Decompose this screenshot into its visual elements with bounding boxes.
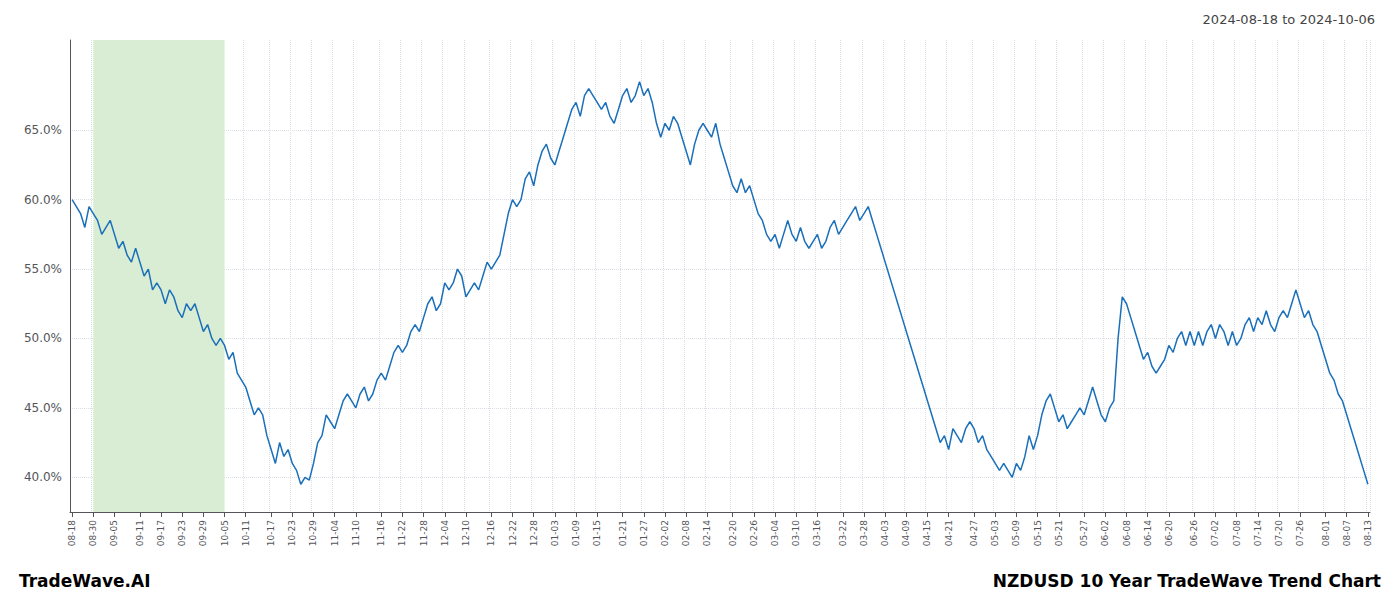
svg-text:07-26: 07-26	[1295, 520, 1305, 546]
svg-text:12-16: 12-16	[486, 520, 496, 546]
svg-text:03-22: 03-22	[838, 520, 848, 546]
svg-text:65.0%: 65.0%	[24, 123, 62, 137]
svg-text:07-02: 07-02	[1210, 520, 1220, 546]
svg-text:04-03: 04-03	[880, 520, 890, 546]
svg-text:04-21: 04-21	[944, 520, 954, 546]
svg-text:04-27: 04-27	[969, 520, 979, 546]
svg-text:11-04: 11-04	[330, 520, 340, 546]
svg-text:40.0%: 40.0%	[24, 470, 62, 484]
svg-text:03-04: 03-04	[770, 520, 780, 546]
svg-text:03-28: 03-28	[859, 520, 869, 546]
svg-text:06-14: 06-14	[1143, 520, 1153, 546]
svg-text:06-26: 06-26	[1189, 520, 1199, 546]
svg-text:11-16: 11-16	[376, 520, 386, 546]
svg-text:02-26: 02-26	[749, 520, 759, 546]
svg-text:01-27: 01-27	[639, 520, 649, 546]
svg-text:08-18: 08-18	[67, 520, 77, 546]
svg-text:NZDUSD 10 Year TradeWave Trend: NZDUSD 10 Year TradeWave Trend Chart	[993, 571, 1381, 591]
svg-text:02-14: 02-14	[702, 520, 712, 546]
svg-text:45.0%: 45.0%	[24, 401, 62, 415]
svg-text:06-08: 06-08	[1122, 520, 1132, 546]
svg-text:09-05: 09-05	[109, 520, 119, 546]
svg-text:06-02: 06-02	[1100, 520, 1110, 546]
svg-text:10-17: 10-17	[266, 520, 276, 546]
svg-text:01-03: 01-03	[550, 520, 560, 546]
svg-text:09-23: 09-23	[177, 520, 187, 546]
svg-text:09-11: 09-11	[135, 520, 145, 546]
svg-text:11-22: 11-22	[397, 520, 407, 546]
svg-text:10-23: 10-23	[287, 520, 297, 546]
svg-text:04-15: 04-15	[922, 520, 932, 546]
svg-text:08-30: 08-30	[88, 520, 98, 546]
svg-text:08-13: 08-13	[1363, 520, 1373, 546]
svg-text:2024-08-18 to 2024-10-06: 2024-08-18 to 2024-10-06	[1203, 12, 1375, 27]
svg-text:04-09: 04-09	[901, 520, 911, 546]
svg-text:06-20: 06-20	[1164, 520, 1174, 546]
svg-text:05-09: 05-09	[1011, 520, 1021, 546]
svg-text:09-17: 09-17	[156, 520, 166, 546]
svg-text:01-21: 01-21	[618, 520, 628, 546]
svg-text:07-08: 07-08	[1232, 520, 1242, 546]
svg-text:60.0%: 60.0%	[24, 193, 62, 207]
svg-text:05-27: 05-27	[1079, 520, 1089, 546]
svg-text:12-22: 12-22	[508, 520, 518, 546]
svg-text:09-29: 09-29	[198, 520, 208, 546]
svg-text:02-02: 02-02	[660, 520, 670, 546]
svg-text:10-05: 10-05	[220, 520, 230, 546]
svg-text:10-29: 10-29	[308, 520, 318, 546]
svg-text:12-28: 12-28	[529, 520, 539, 546]
svg-text:05-21: 05-21	[1054, 520, 1064, 546]
svg-text:08-01: 08-01	[1321, 520, 1331, 546]
svg-text:01-15: 01-15	[592, 520, 602, 546]
svg-text:11-28: 11-28	[419, 520, 429, 546]
svg-text:05-03: 05-03	[990, 520, 1000, 546]
svg-text:55.0%: 55.0%	[24, 262, 62, 276]
svg-text:08-07: 08-07	[1342, 520, 1352, 546]
svg-text:11-10: 11-10	[351, 520, 361, 546]
svg-text:02-08: 02-08	[681, 520, 691, 546]
svg-text:01-09: 01-09	[571, 520, 581, 546]
svg-text:02-20: 02-20	[728, 520, 738, 546]
svg-text:TradeWave.AI: TradeWave.AI	[19, 571, 150, 591]
svg-text:07-14: 07-14	[1253, 520, 1263, 546]
svg-text:07-20: 07-20	[1274, 520, 1284, 546]
svg-text:50.0%: 50.0%	[24, 331, 62, 345]
svg-text:05-15: 05-15	[1033, 520, 1043, 546]
svg-text:12-10: 12-10	[461, 520, 471, 546]
svg-text:10-11: 10-11	[241, 520, 251, 546]
svg-text:12-04: 12-04	[440, 520, 450, 546]
svg-text:03-16: 03-16	[812, 520, 822, 546]
svg-text:03-10: 03-10	[791, 520, 801, 546]
